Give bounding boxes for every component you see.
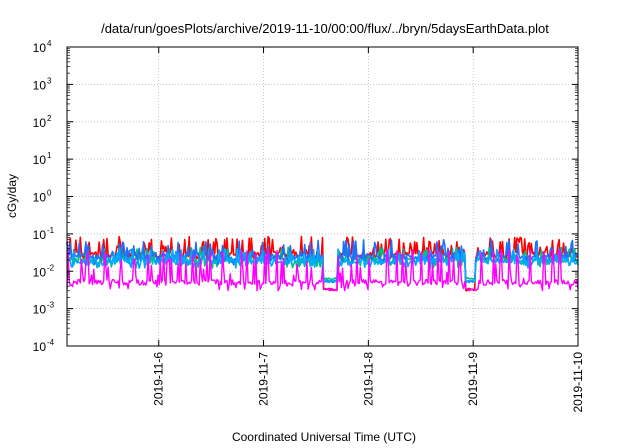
x-axis-label: Coordinated Universal Time (UTC) (232, 430, 416, 444)
y-tick-exponent: 2 (47, 114, 52, 123)
x-tick-label: 2019-11-8 (361, 352, 375, 406)
y-tick-exponent: 1 (47, 151, 52, 160)
y-tick-exponent: -2 (47, 263, 55, 272)
y-tick-label: 10 (33, 78, 47, 92)
y-tick-exponent: 4 (47, 39, 52, 48)
y-tick-exponent: -3 (47, 301, 55, 310)
y-tick-label: 10 (33, 153, 47, 167)
y-axis-label: cGy/day (5, 174, 19, 218)
y-tick-label: 10 (33, 303, 47, 317)
y-tick-label: 10 (33, 116, 47, 130)
x-tick-label: 2019-11-7 (257, 352, 271, 406)
y-tick-exponent: -4 (47, 338, 55, 347)
chart-title: /data/run/goesPlots/archive/2019-11-10/0… (101, 21, 549, 36)
y-tick-exponent: 3 (47, 76, 52, 85)
grid-lines (67, 47, 579, 346)
x-tick-label: 2019-11-10 (571, 352, 585, 413)
y-tick-label: 10 (33, 265, 47, 279)
y-tick-label: 10 (33, 191, 47, 205)
x-axis: 2019-11-6 2019-11-7 2019-11-8 2019-11-9 2019… (152, 47, 585, 413)
series-line (66, 248, 579, 292)
y-tick-label: 10 (33, 228, 47, 242)
x-tick-label: 2019-11-6 (152, 352, 166, 406)
y-tick-exponent: 0 (47, 189, 52, 198)
x-tick-label: 2019-11-9 (466, 352, 480, 406)
y-tick-exponent: -1 (47, 226, 55, 235)
data-series (66, 235, 579, 292)
y-tick-label: 10 (33, 41, 47, 55)
y-tick-label: 10 (33, 340, 47, 354)
